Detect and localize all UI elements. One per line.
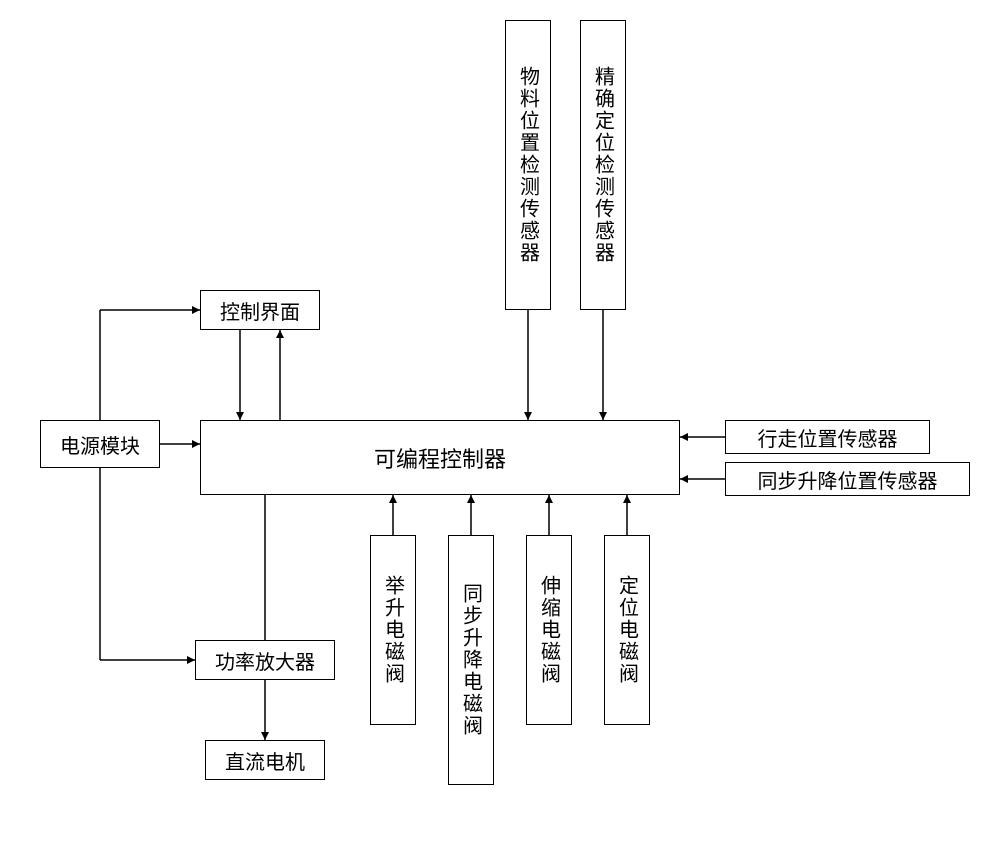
node-label: 可编程控制器 (374, 442, 506, 474)
node-power_amp: 功率放大器 (195, 640, 335, 680)
node-label: 伸缩电磁阀 (535, 575, 564, 685)
node-sync_lift_sensor: 同步升降位置传感器 (725, 462, 970, 496)
node-label: 同步升降电磁阀 (457, 583, 486, 737)
node-control_ui: 控制界面 (200, 290, 320, 330)
node-power_module: 电源模块 (40, 420, 160, 468)
node-travel_sensor: 行走位置传感器 (725, 420, 930, 454)
node-precise_sensor: 精确定位检测传感器 (580, 20, 626, 310)
node-label: 同步升降位置传感器 (758, 465, 938, 494)
node-label: 控制界面 (220, 296, 300, 325)
node-label: 行走位置传感器 (758, 423, 898, 452)
node-material_sensor: 物料位置检测传感器 (505, 20, 551, 310)
node-label: 定位电磁阀 (613, 575, 642, 685)
node-extend_valve: 伸缩电磁阀 (526, 535, 572, 725)
node-sync_lift_valve: 同步升降电磁阀 (448, 535, 494, 785)
node-label: 举升电磁阀 (379, 575, 408, 685)
node-position_valve: 定位电磁阀 (604, 535, 650, 725)
node-dc_motor: 直流电机 (205, 740, 325, 780)
node-label: 物料位置检测传感器 (514, 66, 543, 264)
node-lift_valve: 举升电磁阀 (370, 535, 416, 725)
node-label: 直流电机 (225, 746, 305, 775)
node-label: 精确定位检测传感器 (589, 66, 618, 264)
node-label: 电源模块 (60, 430, 140, 459)
node-plc: 可编程控制器 (200, 420, 680, 495)
node-label: 功率放大器 (215, 646, 315, 675)
